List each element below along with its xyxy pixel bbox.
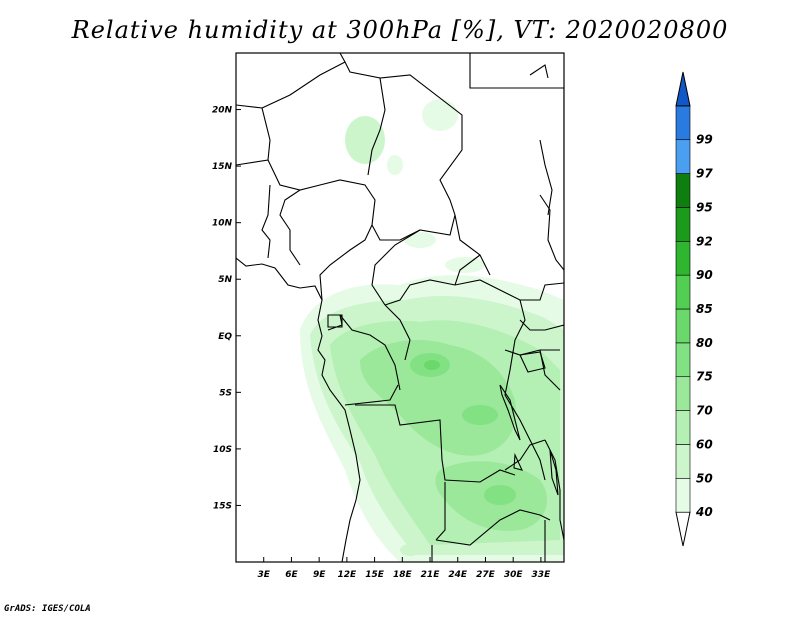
humidity-patch-north	[345, 116, 385, 164]
colorbar-segment	[675, 444, 691, 479]
colorbar-segment	[675, 477, 691, 513]
lon-tick-label: 30E	[504, 570, 524, 580]
lat-tick-label: 10N	[212, 219, 233, 229]
humidity-patch-south	[400, 544, 420, 556]
colorbar-label: 75	[696, 370, 713, 384]
colorbar-label: 85	[696, 302, 713, 316]
humidity-patch-north	[387, 155, 403, 175]
latitude-axis: 20N 15N 10N 5N EQ 5S 10S 15S	[212, 106, 241, 511]
colorbar-label: 97	[696, 167, 713, 181]
colorbar-label: 90	[696, 268, 713, 282]
colorbar-segment	[675, 308, 691, 344]
colorbar-label: 40	[695, 505, 713, 519]
colorbar-segment	[675, 376, 691, 411]
humidity-patch-north	[422, 99, 458, 131]
colorbar: 40 50 60 70 75 80 85 90 92 95 97 99	[675, 71, 713, 547]
colorbar-label: 92	[696, 234, 713, 248]
lon-tick-label: 21E	[421, 570, 441, 580]
humidity-field	[300, 99, 564, 562]
humidity-patch	[484, 485, 516, 505]
country-borders	[236, 53, 564, 562]
lat-tick-label: EQ	[218, 332, 232, 342]
lat-tick-label: 15N	[212, 162, 233, 172]
colorbar-segment	[675, 342, 691, 378]
lon-tick-label: 9E	[313, 570, 326, 580]
lon-tick-label: 12E	[338, 570, 358, 580]
colorbar-segment	[675, 240, 691, 276]
colorbar-segment	[675, 207, 691, 242]
colorbar-segment	[675, 173, 691, 208]
lat-tick-label: 20N	[212, 106, 233, 116]
map-frame	[235, 52, 565, 563]
humidity-patch	[462, 405, 498, 425]
colorbar-label: 80	[696, 336, 713, 350]
lake-mweru	[513, 452, 523, 471]
colorbar-segment	[675, 139, 691, 174]
humidity-patch	[424, 360, 440, 370]
lat-tick-label: 10S	[213, 445, 232, 455]
humidity-region-high	[360, 340, 516, 456]
colorbar-segment	[675, 71, 691, 107]
lat-tick-label: 5N	[218, 275, 232, 285]
lon-tick-label: 3E	[258, 570, 271, 580]
colorbar-label: 95	[696, 200, 713, 214]
lake-victoria	[519, 351, 546, 373]
lon-tick-label: 24E	[448, 570, 468, 580]
lon-tick-label: 18E	[393, 570, 413, 580]
coastline	[236, 257, 361, 562]
colorbar-label: 99	[696, 133, 713, 147]
humidity-patch-north	[404, 232, 436, 248]
lon-tick-label: 15E	[365, 570, 385, 580]
colorbar-segment	[675, 511, 691, 547]
colorbar-segment	[675, 410, 691, 445]
colorbar-label: 70	[696, 404, 713, 418]
chart-title: Relative humidity at 300hPa [%], VT: 202…	[71, 16, 729, 44]
colorbar-label: 50	[696, 471, 713, 485]
colorbar-segment	[675, 274, 691, 310]
lon-tick-label: 33E	[532, 570, 552, 580]
grads-credit: GrADS: IGES/COLA	[4, 604, 91, 614]
lake-tanganyika	[499, 384, 521, 441]
lat-tick-label: 5S	[219, 388, 232, 398]
lon-tick-label: 6E	[285, 570, 298, 580]
lon-tick-label: 27E	[476, 570, 496, 580]
longitude-axis: 3E 6E 9E 12E 15E 18E 21E 24E 27E 30E 33E	[258, 557, 552, 580]
humidity-patch-north	[445, 257, 485, 273]
colorbar-segment	[675, 105, 691, 141]
lake-malawi	[549, 449, 559, 496]
lat-tick-label: 15S	[213, 501, 232, 511]
colorbar-label: 60	[696, 437, 713, 451]
